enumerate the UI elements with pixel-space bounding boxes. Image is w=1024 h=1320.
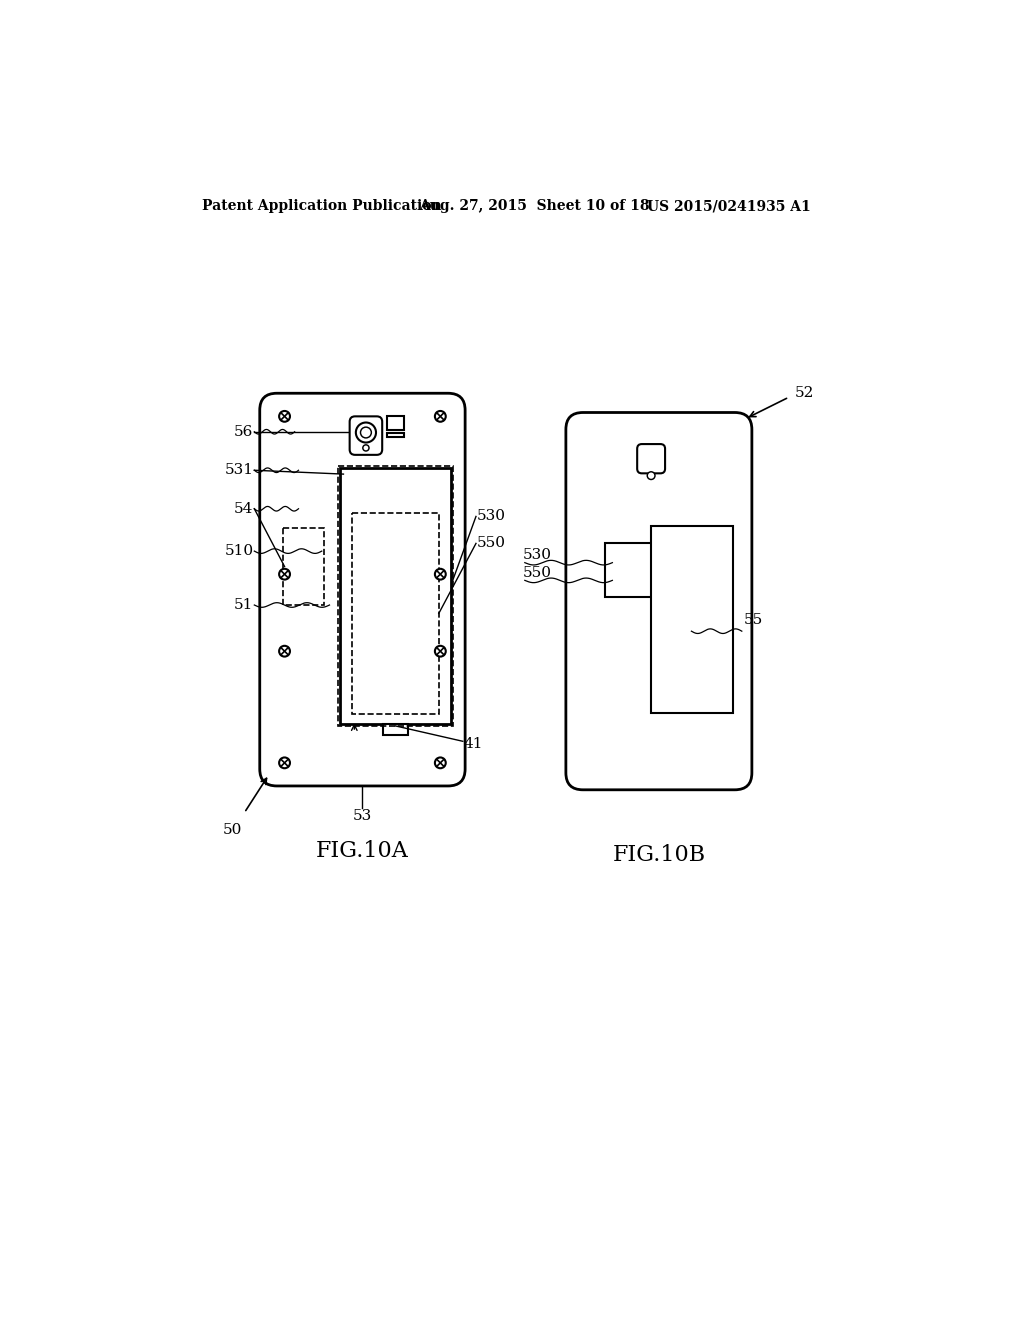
Bar [387, 433, 403, 437]
Circle shape [360, 428, 372, 438]
Text: 53: 53 [352, 809, 372, 824]
Bar [651, 527, 732, 713]
Circle shape [356, 422, 376, 442]
Text: 51: 51 [234, 598, 254, 612]
Text: 52: 52 [795, 387, 814, 400]
Circle shape [435, 411, 445, 422]
Bar [338, 466, 453, 726]
Text: 50: 50 [223, 822, 243, 837]
Circle shape [435, 758, 445, 768]
Text: 530: 530 [477, 510, 506, 524]
Bar [383, 725, 408, 735]
Text: 531: 531 [224, 463, 254, 478]
Circle shape [435, 569, 445, 579]
FancyBboxPatch shape [637, 444, 665, 474]
Text: US 2015/0241935 A1: US 2015/0241935 A1 [647, 199, 811, 213]
Circle shape [280, 758, 290, 768]
FancyBboxPatch shape [566, 412, 752, 789]
Bar [604, 544, 652, 597]
Text: 55: 55 [744, 612, 763, 627]
Circle shape [435, 645, 445, 656]
Text: Aug. 27, 2015  Sheet 10 of 18: Aug. 27, 2015 Sheet 10 of 18 [419, 199, 649, 213]
Circle shape [362, 445, 369, 451]
Text: 41: 41 [464, 737, 483, 751]
Text: 530: 530 [523, 548, 552, 562]
Text: 56: 56 [234, 425, 254, 438]
Text: 510: 510 [224, 544, 254, 558]
Text: 550: 550 [523, 566, 552, 579]
Circle shape [280, 411, 290, 422]
Text: FIG.10A: FIG.10A [315, 840, 409, 862]
Bar [387, 416, 403, 430]
Circle shape [647, 471, 655, 479]
Text: FIG.10B: FIG.10B [612, 843, 706, 866]
FancyBboxPatch shape [349, 416, 382, 455]
Text: 54: 54 [234, 502, 254, 516]
Text: 550: 550 [477, 536, 506, 550]
Bar [352, 512, 438, 714]
FancyBboxPatch shape [260, 393, 465, 785]
Circle shape [280, 645, 290, 656]
Bar [283, 528, 324, 605]
Text: Patent Application Publication: Patent Application Publication [202, 199, 441, 213]
Circle shape [280, 569, 290, 579]
Bar [340, 469, 452, 725]
